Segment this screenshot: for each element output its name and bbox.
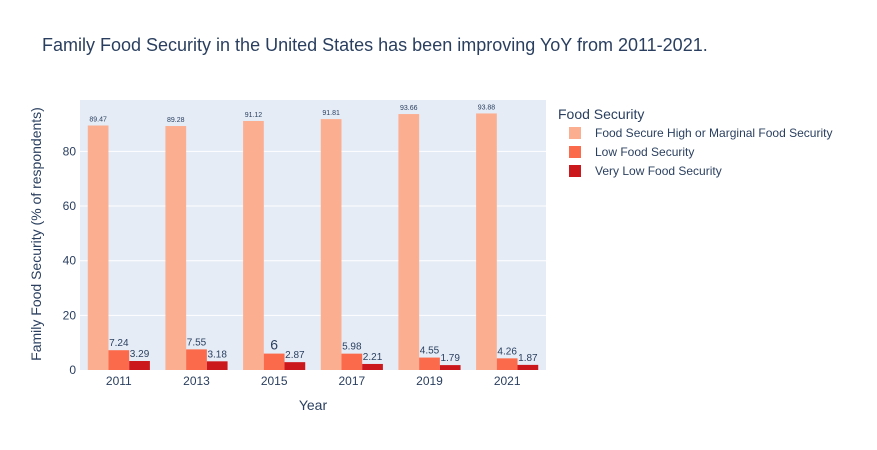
legend-swatch (569, 165, 581, 177)
bar-value-label: 4.55 (420, 346, 440, 357)
bar-value-label: 1.79 (440, 353, 460, 364)
legend-swatch (569, 127, 581, 139)
bar-value-label: 91.12 (245, 112, 263, 119)
bar-value-label: 93.88 (478, 104, 496, 111)
gridlines (80, 150, 546, 316)
bar-value-label: 2.87 (285, 350, 305, 361)
bar-value-label: 2.21 (363, 352, 383, 363)
bar (439, 365, 461, 370)
y-tick-label: 40 (63, 254, 77, 268)
bar (165, 126, 187, 370)
bar (206, 361, 228, 370)
bar-value-label: 3.29 (130, 349, 150, 360)
bar-value-label: 7.24 (109, 338, 129, 349)
bar-value-label: 93.66 (400, 105, 418, 112)
x-tick-label: 2015 (261, 374, 288, 388)
bar-value-label: 4.26 (497, 346, 517, 357)
legend-item: Very Low Food Security (595, 164, 722, 178)
bar (284, 362, 306, 370)
chart-title: Family Food Security in the United State… (42, 35, 708, 55)
bar-value-label: 6 (270, 337, 278, 353)
bar (362, 363, 383, 370)
bar-value-label: 91.81 (322, 110, 340, 117)
x-axis-ticks: 2011 2013 2015 2017 2019 2021 (106, 374, 521, 388)
bars (87, 113, 539, 370)
legend-item: Food Secure High or Marginal Food Securi… (595, 126, 832, 140)
y-axis-ticks: 0 20 40 60 80 (63, 144, 77, 377)
legend-title: Food Security (558, 106, 644, 122)
bar-value-label: 89.28 (167, 117, 185, 124)
bar (129, 361, 150, 370)
legend-item: Low Food Security (595, 145, 694, 159)
bar (517, 364, 539, 370)
bar (263, 353, 285, 370)
y-tick-label: 60 (63, 199, 77, 213)
data-labels: 89.47 7.243.29 89.28 7.553.18 91.12 6 2.87 91.8… (89, 104, 538, 364)
bar (87, 125, 109, 370)
bar (496, 358, 518, 370)
bar (320, 119, 342, 370)
y-axis-title: Family Food Security (% of respondents) (28, 107, 44, 361)
legend: Food Security Food Secure High or Margin… (558, 106, 832, 178)
bar-value-label: 7.55 (187, 337, 207, 348)
bar (341, 353, 363, 370)
bar (398, 114, 420, 370)
plot-area (80, 100, 546, 370)
legend-swatch (569, 146, 581, 158)
y-tick-label: 0 (69, 363, 76, 377)
y-tick-label: 80 (63, 144, 77, 158)
bar (186, 349, 207, 370)
x-tick-label: 2013 (183, 374, 210, 388)
x-tick-label: 2017 (338, 374, 365, 388)
bar-value-label: 1.87 (518, 353, 538, 364)
x-axis-title: Year (299, 397, 328, 413)
x-tick-label: 2019 (416, 374, 443, 388)
bar-value-label: 5.98 (342, 342, 362, 353)
x-tick-label: 2011 (106, 374, 132, 388)
bar-value-label: 89.47 (89, 116, 107, 123)
x-tick-label: 2021 (494, 374, 521, 388)
bar (419, 357, 440, 370)
bar-value-label: 3.18 (207, 349, 227, 360)
bar (476, 113, 497, 370)
bar (108, 350, 130, 370)
bar (243, 120, 264, 370)
y-tick-label: 20 (63, 308, 77, 322)
